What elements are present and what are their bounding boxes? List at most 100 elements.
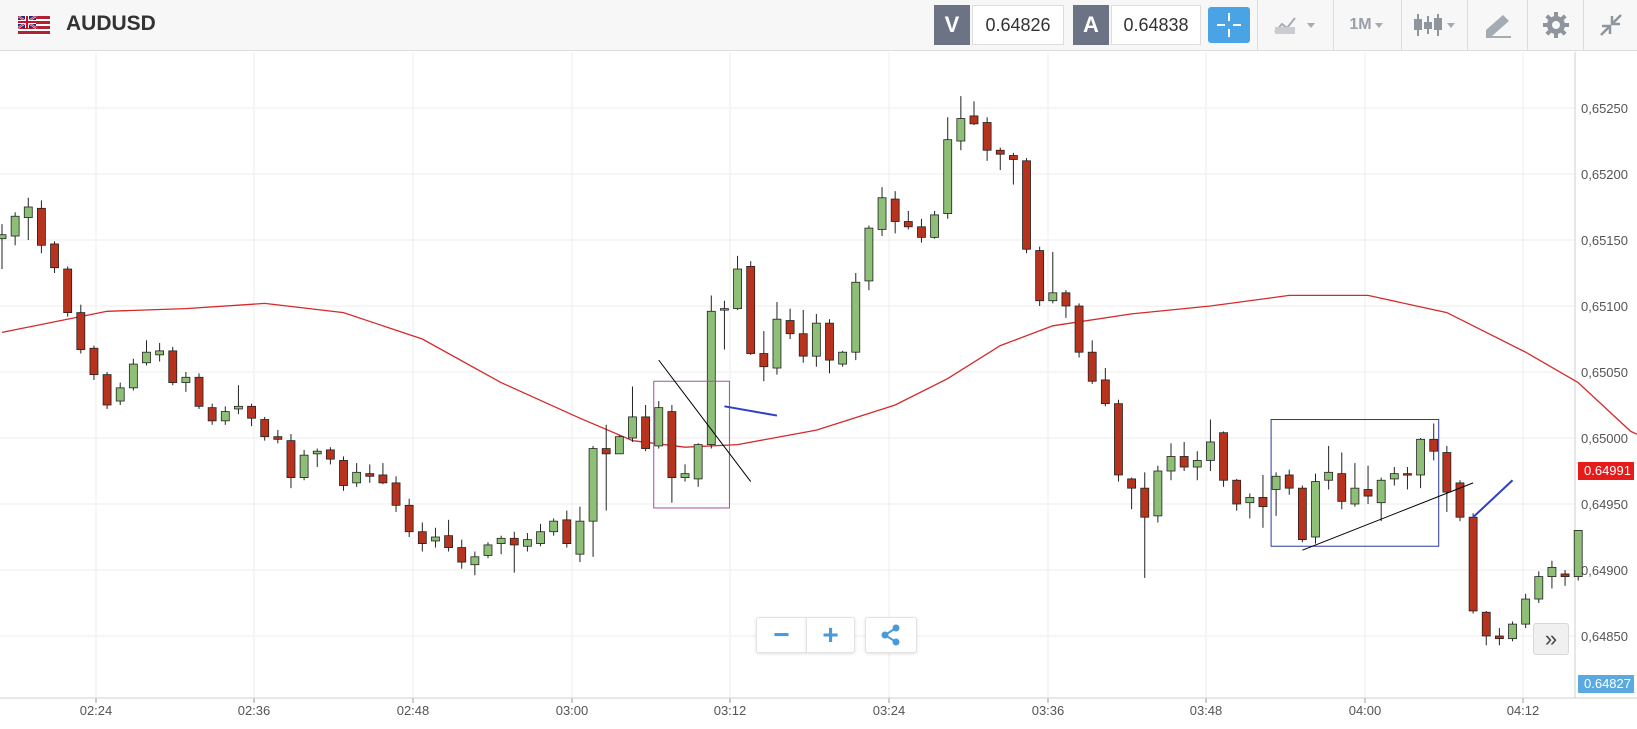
- collapse-button[interactable]: [1583, 0, 1637, 50]
- candle-up: [864, 227, 874, 282]
- candle-down: [1429, 438, 1439, 452]
- ask-value: 0.64838: [1111, 5, 1201, 45]
- candle-up: [128, 363, 138, 389]
- moving-average-line: [1, 294, 1637, 448]
- zoom-out-button[interactable]: −: [756, 617, 806, 653]
- candle-up: [1048, 292, 1058, 302]
- y-tick-label: 0,65050: [1581, 365, 1628, 380]
- line-chart-type-button[interactable]: [1257, 0, 1333, 50]
- candle-down: [417, 531, 427, 544]
- drawing-tools-button[interactable]: [1467, 0, 1527, 50]
- candle-up: [654, 407, 664, 447]
- ask-label: A: [1073, 5, 1109, 45]
- x-tick-label: 02:48: [397, 703, 430, 718]
- candle-down: [194, 376, 204, 407]
- x-tick-label: 03:36: [1032, 703, 1065, 718]
- candle-up: [943, 139, 953, 214]
- candle-up: [549, 520, 559, 533]
- settings-button[interactable]: [1527, 0, 1583, 50]
- annotation-trendline: [658, 359, 752, 482]
- candle-up: [628, 416, 637, 439]
- chart-toolbar: AUDUSD V 0.64826 A 0.64838 1M: [0, 0, 1637, 51]
- annotation-trendline: [1472, 479, 1514, 518]
- crosshair-button[interactable]: [1208, 7, 1250, 43]
- candle-up: [1153, 470, 1163, 517]
- candle-down: [1100, 379, 1110, 405]
- x-tick-label: 02:24: [80, 703, 113, 718]
- ask-price-box[interactable]: A 0.64838: [1073, 5, 1201, 45]
- bid-price-box[interactable]: V 0.64826: [934, 5, 1064, 45]
- candle-down: [1481, 611, 1491, 637]
- candle-up: [115, 387, 125, 402]
- candle-down: [207, 407, 217, 422]
- zoom-in-button[interactable]: +: [806, 617, 855, 653]
- candle-up: [1416, 438, 1425, 476]
- candle-down: [391, 482, 401, 506]
- candle-up: [1508, 623, 1517, 640]
- candle-down: [759, 353, 769, 368]
- candle-up: [220, 411, 230, 422]
- candle-up: [234, 405, 243, 410]
- candle-down: [1337, 473, 1347, 502]
- candle-down: [1022, 160, 1031, 250]
- candle-up: [614, 436, 624, 455]
- timeframe-label: 1M: [1349, 16, 1372, 33]
- candle-up: [1324, 471, 1334, 481]
- line-chart-type-icon: [1273, 17, 1315, 34]
- candle-down: [562, 519, 572, 545]
- candle-down: [785, 320, 795, 335]
- candle-up: [312, 450, 322, 455]
- candle-down: [286, 440, 296, 479]
- candle-down: [1087, 351, 1097, 382]
- candle-up: [0, 234, 7, 240]
- candle-down: [37, 207, 46, 246]
- share-icon: [881, 624, 900, 646]
- y-tick-label: 0,65150: [1581, 233, 1628, 248]
- timeframe-select[interactable]: 1M: [1333, 0, 1401, 50]
- candle-up: [1376, 479, 1386, 504]
- candlestick-chart-svg[interactable]: 0,65250 0,65200 0,65150 0,65100 0,65050 0,650…: [0, 51, 1637, 729]
- share-button[interactable]: [865, 617, 917, 653]
- y-tick-label: 0,65100: [1581, 299, 1628, 314]
- candle-down: [247, 405, 256, 419]
- candle-up: [733, 268, 742, 310]
- annotation-trendline: [1302, 482, 1474, 551]
- scroll-to-latest-button[interactable]: »: [1533, 623, 1569, 655]
- candle-down: [1074, 305, 1084, 353]
- candle-down: [825, 322, 834, 361]
- candle-down: [903, 221, 913, 228]
- x-tick-label: 04:00: [1349, 703, 1382, 718]
- candle-up: [1350, 487, 1360, 505]
- candle-up: [23, 206, 33, 218]
- candle-down: [509, 537, 519, 546]
- candle-down: [102, 374, 112, 406]
- candle-down: [1284, 474, 1294, 489]
- crosshair-icon: [1217, 13, 1241, 37]
- candle-up: [1389, 473, 1399, 480]
- candle-up: [299, 454, 309, 479]
- candle-up: [496, 537, 506, 545]
- candle-down: [1127, 478, 1137, 489]
- candle-down: [995, 149, 1005, 155]
- candle-down: [444, 535, 453, 548]
- candlestick-type-button[interactable]: [1401, 0, 1467, 50]
- candle-up: [720, 308, 729, 311]
- ask-price-tag: 0.64827: [1578, 675, 1634, 693]
- candle-up: [352, 471, 362, 484]
- candle-down: [260, 419, 270, 438]
- candle-down: [1219, 432, 1228, 481]
- y-tick-label: 0,64950: [1581, 497, 1628, 512]
- candle-up: [536, 531, 545, 544]
- candle-down: [1061, 292, 1071, 307]
- candle-down: [746, 265, 756, 354]
- annotation-trendline: [724, 405, 778, 417]
- price-chart[interactable]: 0,65250 0,65200 0,65150 0,65100 0,65050 0,650…: [0, 51, 1637, 729]
- x-tick-label: 03:48: [1190, 703, 1223, 718]
- candle-down: [1008, 155, 1018, 160]
- candle-down: [63, 268, 73, 314]
- candle-down: [1258, 496, 1268, 508]
- candle-down: [1560, 573, 1570, 578]
- candle-up: [956, 118, 966, 142]
- candle-up: [1573, 530, 1583, 578]
- candle-down: [168, 350, 178, 383]
